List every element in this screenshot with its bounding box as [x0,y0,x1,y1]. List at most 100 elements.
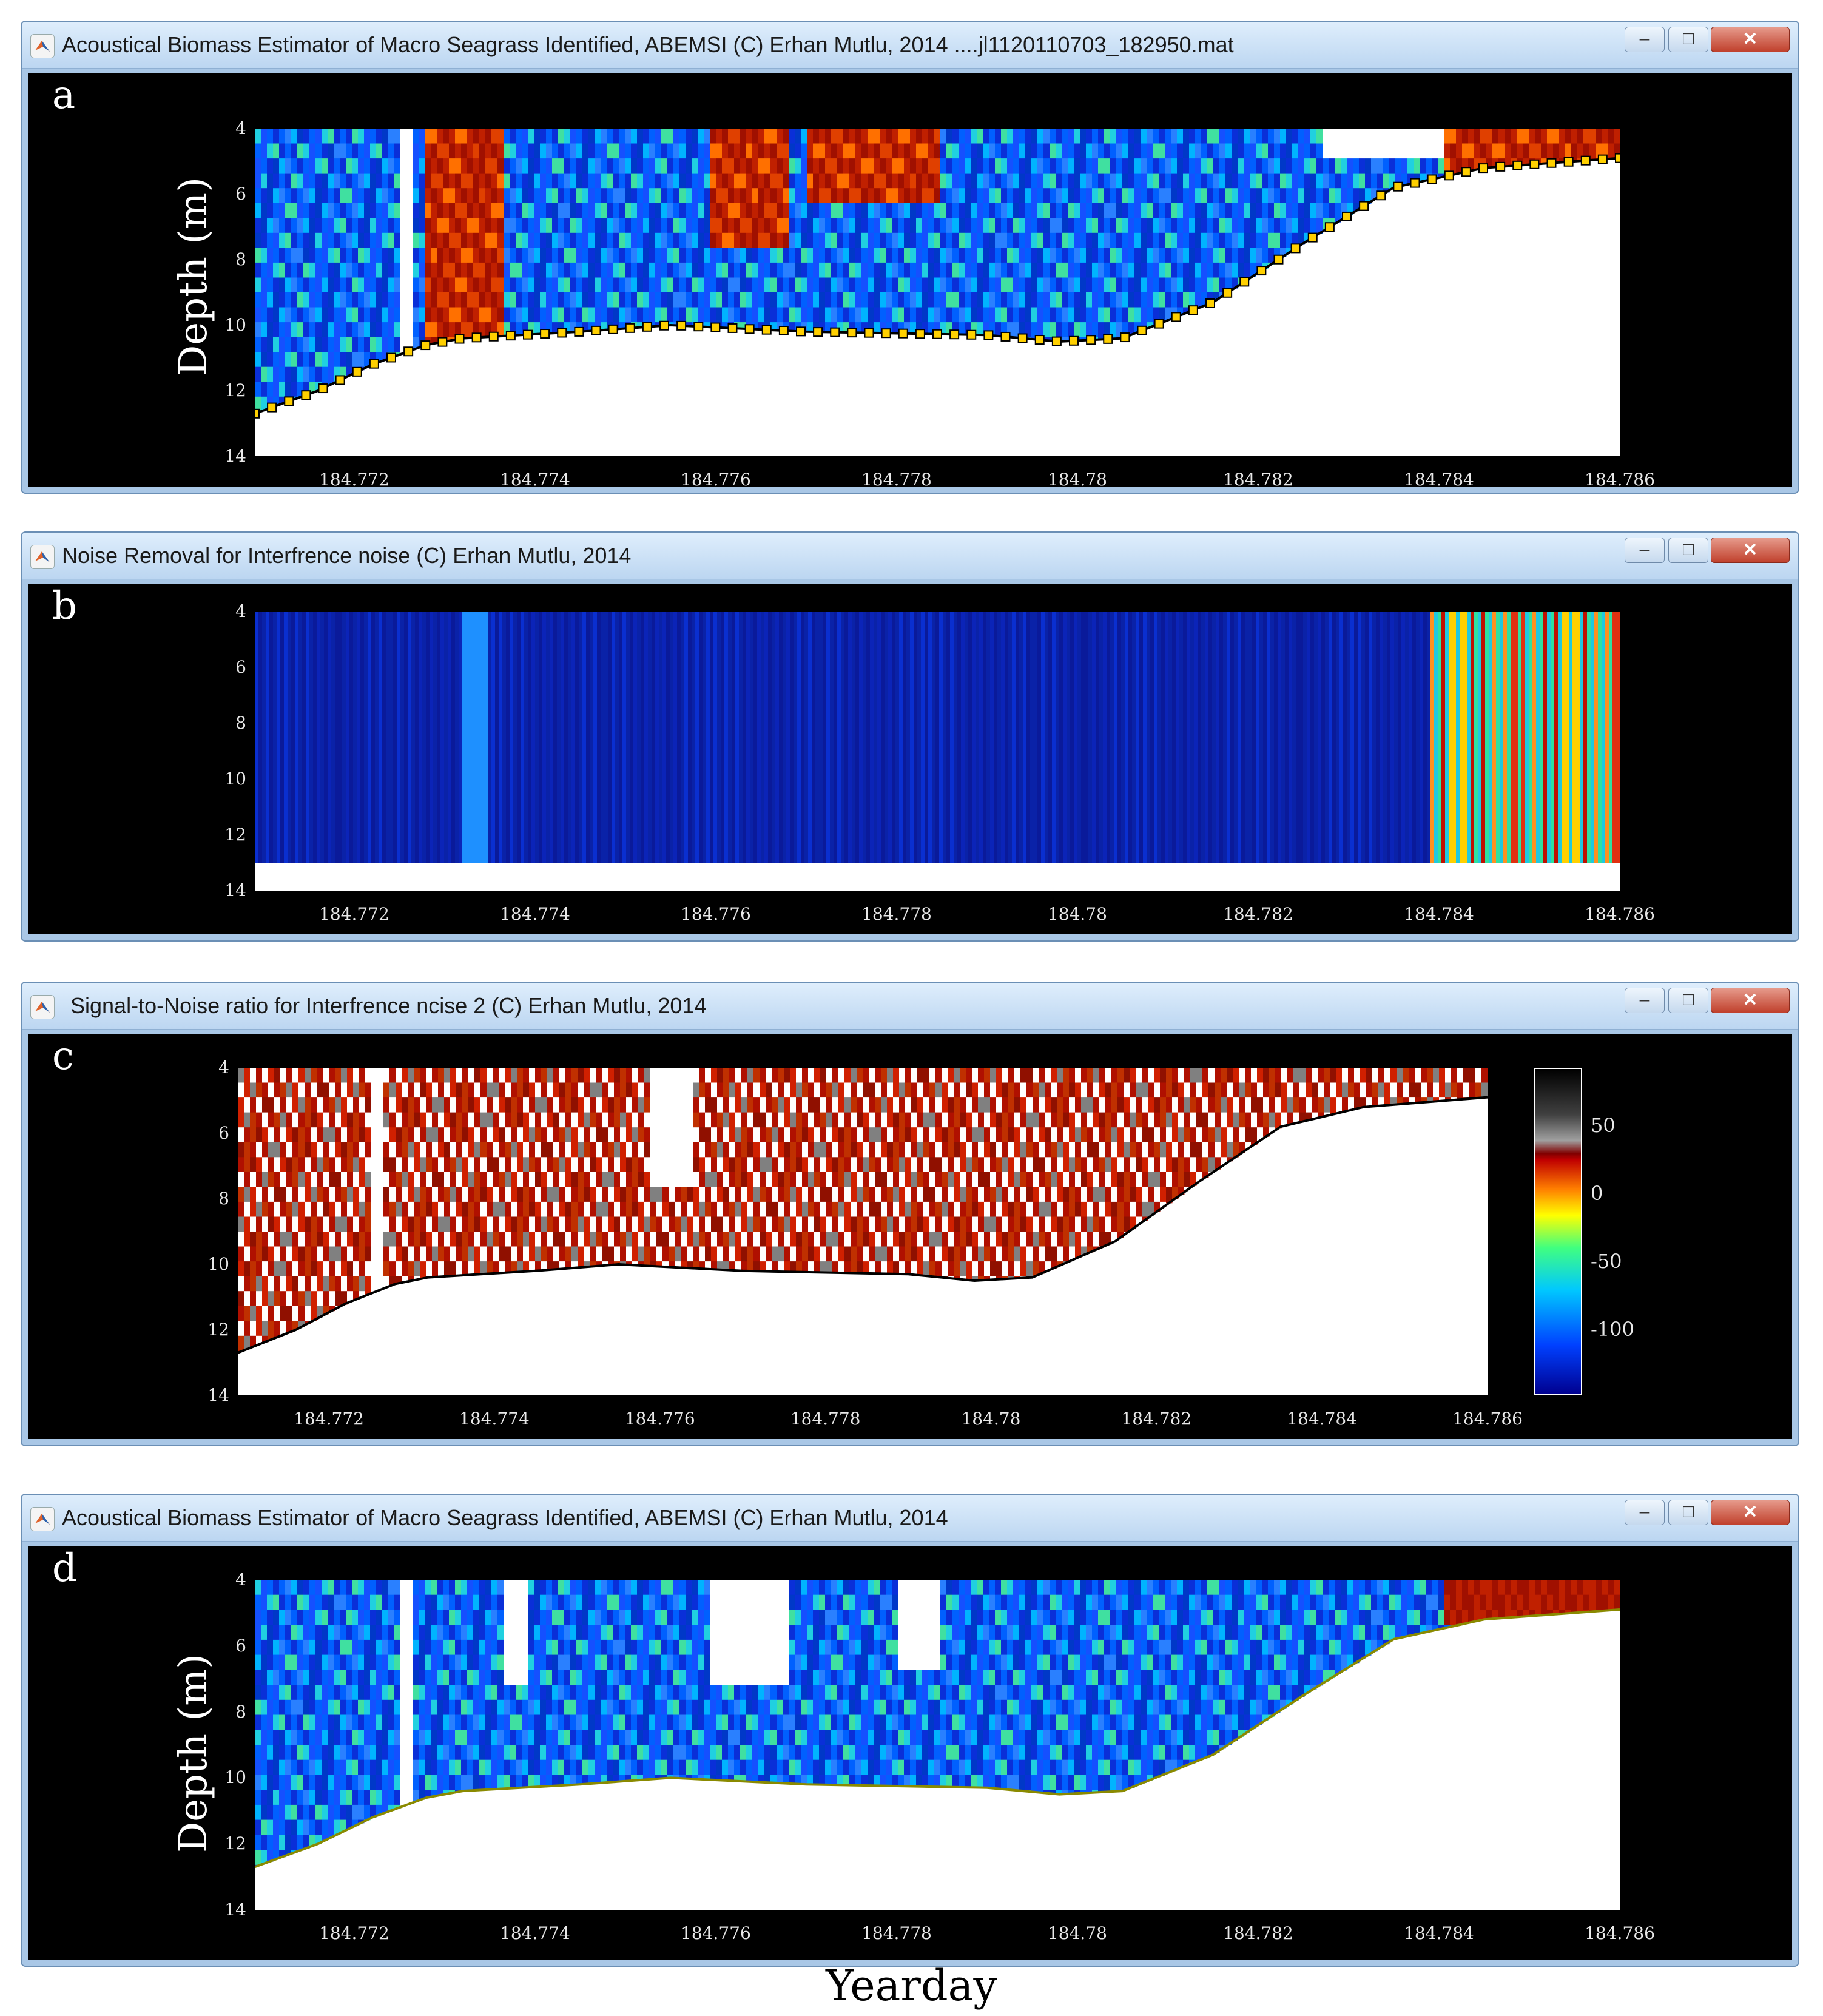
echo-cell [632,1261,639,1266]
close-button[interactable]: ✕ [1711,538,1790,563]
echo-cell [455,173,462,189]
y-tick-label: 10 [224,315,246,335]
echo-cell [831,277,838,293]
maximize-button[interactable]: □ [1668,538,1708,563]
noise-plot[interactable] [255,612,1620,891]
echo-cell [935,1172,942,1187]
snr-plot[interactable] [238,1068,1488,1395]
echo-cell [734,262,741,278]
noise-stripe [1183,612,1187,863]
echo-cell [1213,232,1220,248]
echo-cell [661,218,668,234]
echo-cell [479,188,486,204]
echo-cell [322,188,328,204]
echo-cell [364,292,371,308]
echo-cell [388,188,395,204]
echo-cell [565,1082,572,1098]
title-bar[interactable]: Acoustical Biomass Estimator of Macro Se… [22,22,1798,69]
echo-cell [752,292,759,308]
noise-stripe [604,612,608,863]
echo-cell [1098,248,1105,263]
echo-cell [649,322,656,327]
echo-cell [315,173,322,189]
echo-cell [268,1261,275,1277]
echogram-plot[interactable] [255,129,1620,456]
echo-cell [911,1112,918,1128]
echo-cell [789,232,795,248]
echo-cell [857,1127,863,1143]
echo-cell [934,203,941,218]
echo-cell [1438,129,1444,144]
echo-cell [1383,129,1390,144]
echo-cell [831,173,838,189]
echo-cell [1559,158,1566,163]
echo-cell [1122,322,1129,338]
echo-cell [590,1216,596,1232]
noise-stripe [371,612,376,863]
echo-cell [922,173,929,189]
minimize-button[interactable]: – [1625,538,1665,563]
echo-cell [394,352,401,356]
echo-cell [364,173,371,189]
echo-cell [644,1232,651,1247]
title-bar[interactable]: Noise Removal for Interfrence noise (C) … [22,533,1798,579]
echo-cell [650,1142,657,1158]
echo-cell [614,1232,621,1247]
echo-cell [408,1172,414,1187]
echo-cell [620,1068,627,1083]
echo-cell [929,1172,936,1187]
echo-cell [517,1246,524,1262]
echo-cell [1213,262,1220,278]
echo-cell [328,337,334,352]
close-button[interactable]: ✕ [1711,27,1790,52]
echo-cell [491,232,498,248]
noise-stripe [1383,612,1387,863]
echo-cell [389,1112,396,1128]
title-bar[interactable]: Signal-to-Noise ratio for Interfrence nc… [22,983,1798,1030]
noise-stripe [1456,612,1460,863]
bottom-marker [1324,222,1335,232]
echo-cell [255,277,261,293]
echo-cell [758,188,765,204]
echo-cell [317,1261,323,1277]
echo-cell [752,307,759,323]
echo-cell [602,1112,608,1128]
echo-cell [995,262,1002,278]
echo-cell [753,1068,760,1083]
echo-cell [279,307,286,323]
minimize-button[interactable]: – [1625,27,1665,52]
echo-cell [511,1127,517,1143]
echo-cell [1462,143,1469,159]
close-button[interactable]: ✕ [1711,988,1790,1013]
maximize-button[interactable]: □ [1668,988,1708,1013]
noise-stripe [1463,612,1467,863]
echo-cell [323,1082,329,1098]
echo-cell [831,322,838,333]
echo-cell [881,1068,888,1083]
minimize-button[interactable]: – [1625,988,1665,1013]
echo-cell [420,1142,426,1158]
echo-cell [438,1201,445,1217]
echo-cell [382,203,389,218]
echo-cell [808,1097,815,1113]
noise-stripe [804,612,809,863]
echo-cell [552,173,559,189]
echo-cell [582,143,589,159]
echo-cell [679,277,686,293]
echo-cell [1547,143,1554,159]
figure-area: b 4 6 8 10 12 14 184.772 184.774 184.776 184.778… [28,584,1792,934]
noise-stripe [1500,612,1504,863]
echo-cell [637,232,644,248]
echo-cell [396,1112,402,1128]
echo-cell [1025,143,1032,159]
echo-cell [760,1127,766,1143]
echo-cell [376,188,383,204]
maximize-button[interactable]: □ [1668,27,1708,52]
echo-cell [571,1068,578,1083]
echo-cell [408,1112,414,1128]
echo-cell [504,322,510,337]
echo-cell [419,203,425,218]
noise-stripe [1030,612,1034,863]
echo-cell [770,218,777,234]
noise-stripe [724,612,729,863]
